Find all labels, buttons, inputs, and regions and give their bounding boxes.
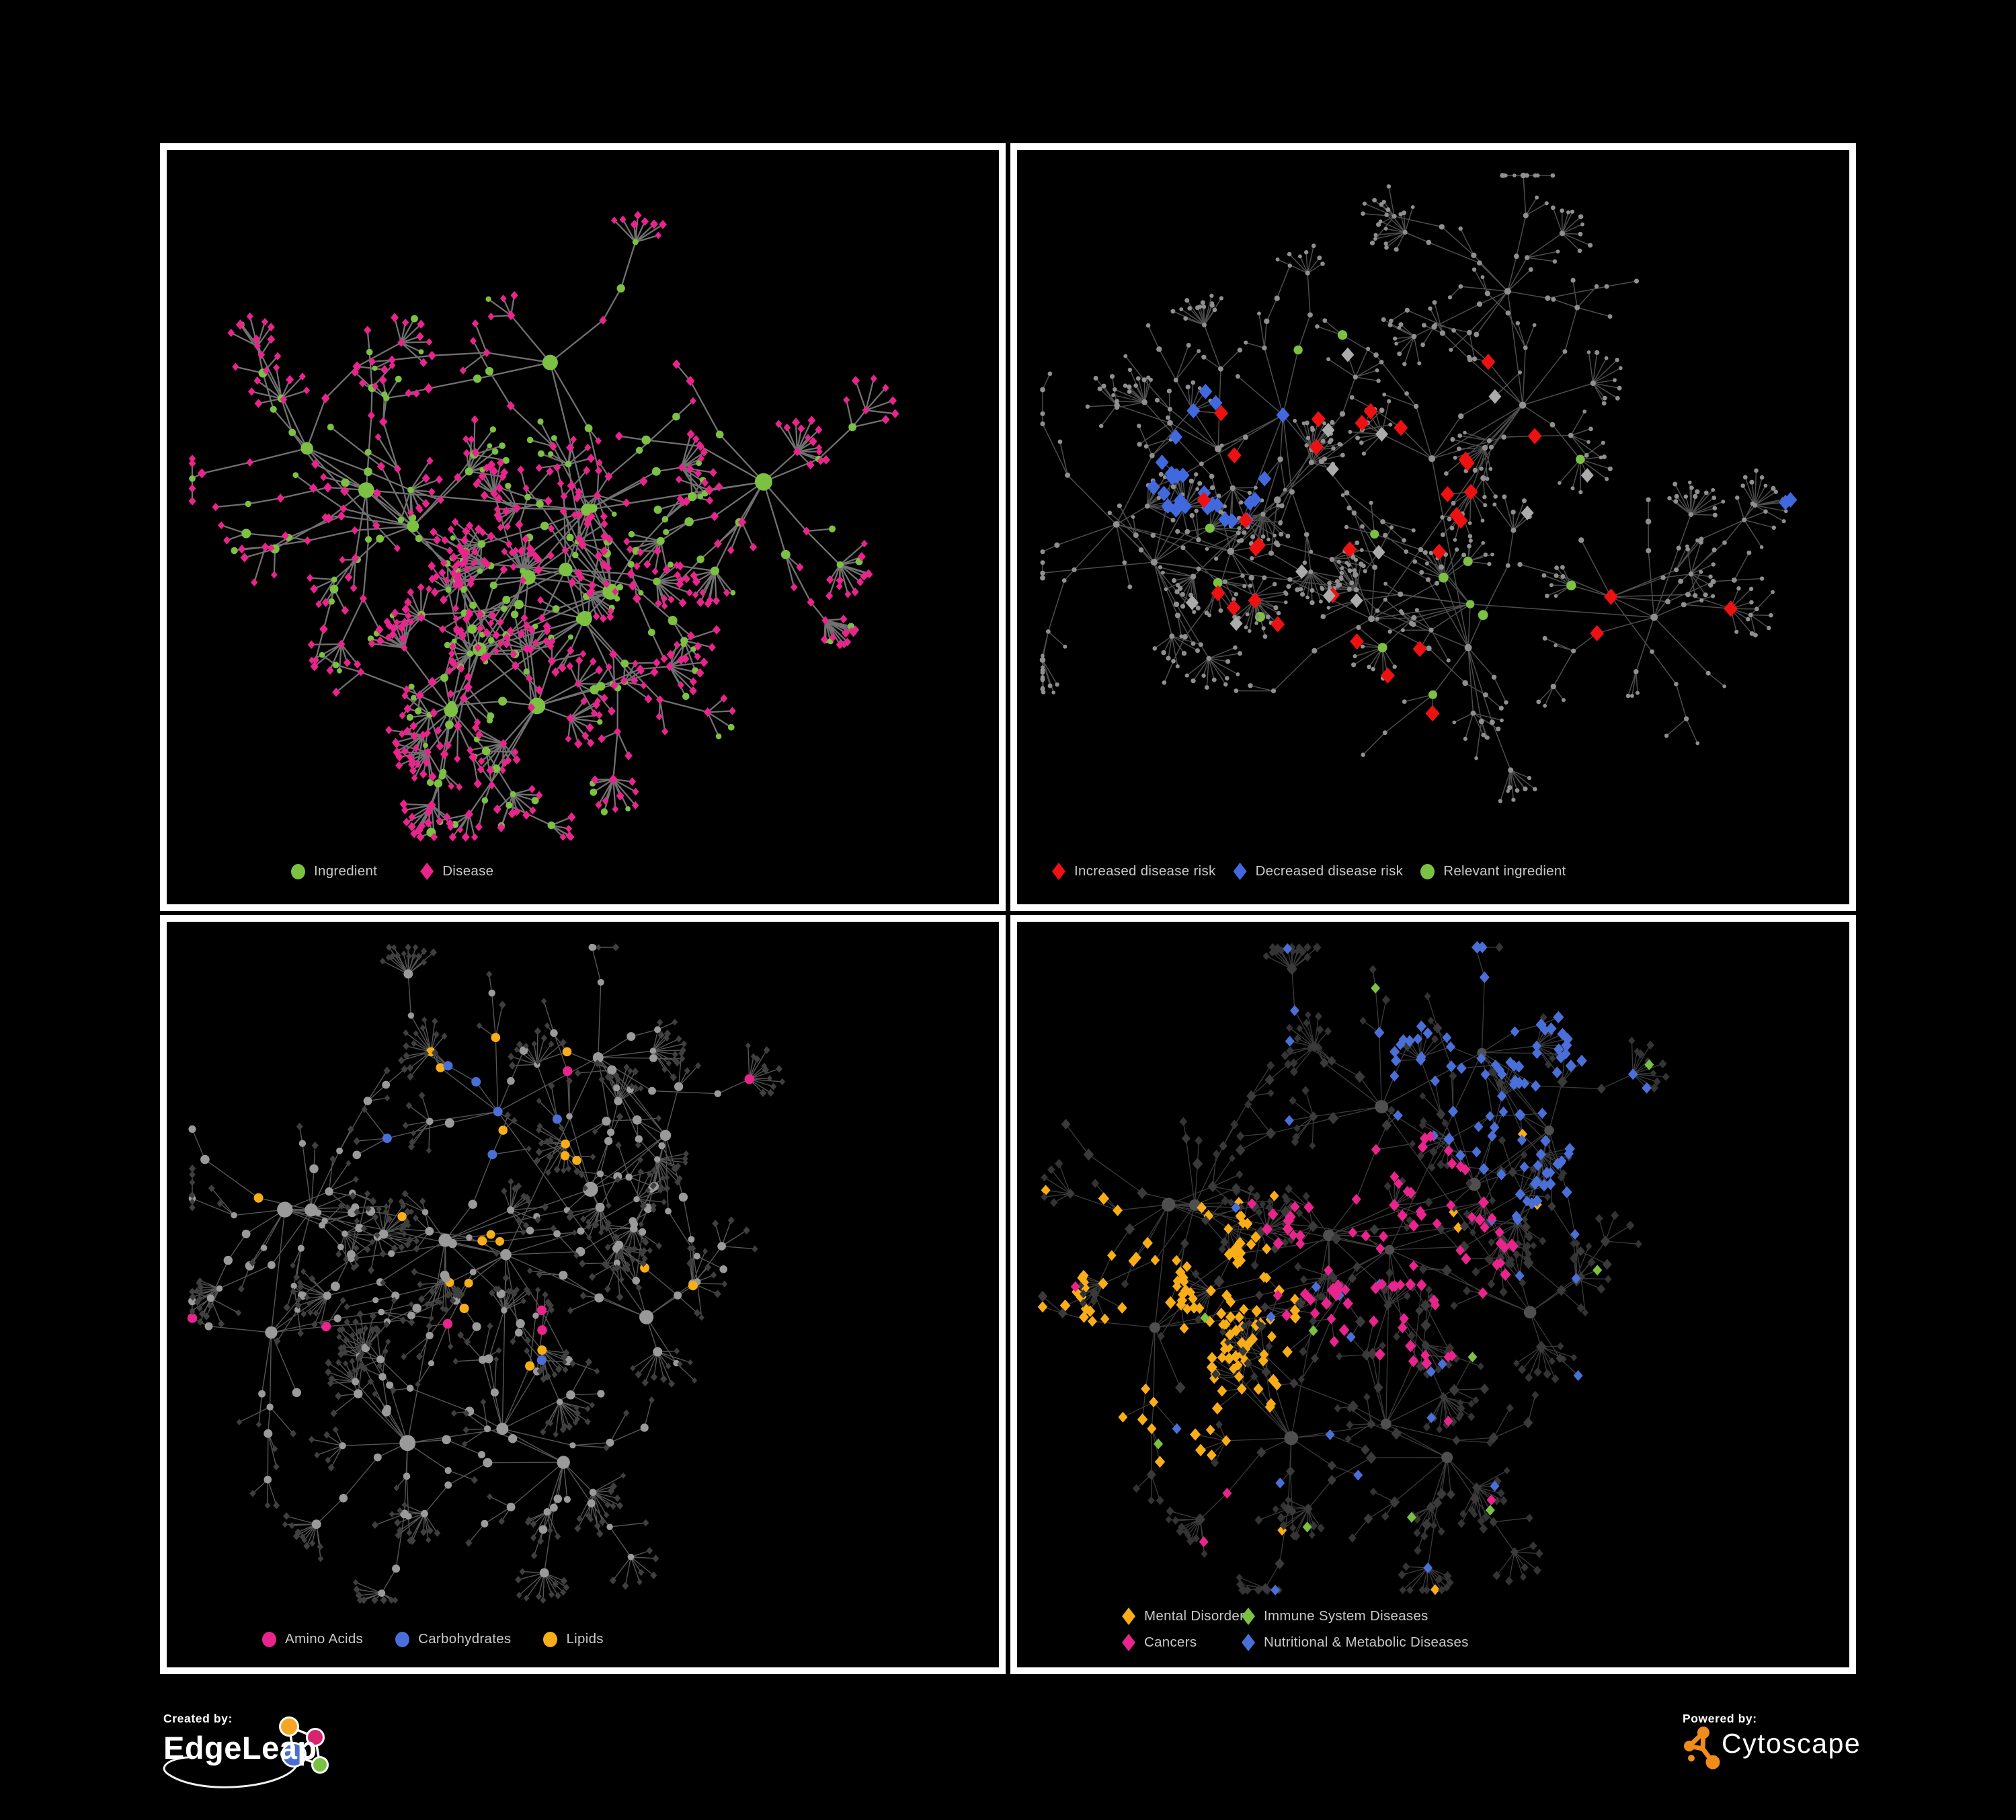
legend-item-lipids: Lipids <box>543 1631 604 1647</box>
panel-compound-classes: Amino Acids Carbohydrates Lipids <box>160 915 1006 1674</box>
diamond-marker-icon <box>1052 863 1065 880</box>
edgeleap-logo-icon <box>163 1716 329 1788</box>
legend-disease-classes: Mental Disorders Immune System Diseases Ca… <box>1122 1608 1469 1651</box>
legend-item-increased-disease-risk: Increased disease risk <box>1052 863 1216 880</box>
legend-label: Lipids <box>566 1631 604 1647</box>
panel-ingredient-disease: Ingredient Disease <box>160 143 1006 911</box>
powered-by-label: Powered by: <box>1683 1712 1757 1725</box>
panel-disease-risk: Increased disease risk Decreased disease … <box>1010 143 1856 911</box>
legend-item-disease: Disease <box>420 863 493 880</box>
legend-label: Ingredient <box>314 863 378 879</box>
legend-label: Cancers <box>1144 1634 1197 1650</box>
legend-item-relevant-ingredient: Relevant ingredient <box>1420 863 1566 879</box>
diamond-nodes <box>1186 347 1594 631</box>
legend-compound-classes: Amino Acids Carbohydrates Lipids <box>262 1631 604 1647</box>
edgeleap-branding: Created by: EdgeLeap <box>163 1712 385 1813</box>
compound-classes-network-graph <box>187 943 786 1605</box>
diamond-marker-icon <box>1122 1634 1135 1651</box>
panel-disease-classes: Mental Disorders Immune System Diseases Ca… <box>1010 915 1856 1674</box>
cytoscape-branding: Powered by: Cytoscape <box>1683 1712 1904 1786</box>
cytoscape-logo-icon <box>1684 1727 1720 1770</box>
legend-label: Increased disease risk <box>1074 863 1216 879</box>
circle-marker-icon <box>291 863 305 879</box>
legend-item-immune-system-diseases: Immune System Diseases <box>1242 1608 1469 1625</box>
legend-label: Nutritional & Metabolic Diseases <box>1264 1634 1469 1650</box>
legend-item-carbohydrates: Carbohydrates <box>395 1631 511 1647</box>
diamond-marker-icon <box>1122 1608 1135 1625</box>
legend-ingredient-disease: Ingredient Disease <box>291 863 493 880</box>
circle-marker-icon <box>543 1631 558 1647</box>
circle-marker-icon <box>1420 863 1435 879</box>
legend-disease-risk: Increased disease risk Decreased disease … <box>1052 863 1566 880</box>
network-edges <box>192 947 782 1601</box>
disease-risk-network-graph <box>1039 172 1798 803</box>
legend-item-mental-disorders: Mental Disorders <box>1122 1608 1251 1625</box>
legend-label: Disease <box>442 863 494 879</box>
ingredient-disease-network-graph <box>188 210 899 842</box>
legend-item-decreased-disease-risk: Decreased disease risk <box>1233 863 1404 880</box>
disease-classes-network-graph <box>1037 941 1670 1595</box>
cytoscape-wordmark: Cytoscape <box>1722 1728 1861 1759</box>
circle-marker-icon <box>262 1631 276 1647</box>
diamond-marker-icon <box>1242 1634 1255 1651</box>
legend-label: Carbohydrates <box>418 1631 512 1647</box>
diamond-nodes <box>1037 942 1612 1593</box>
legend-label: Immune System Diseases <box>1264 1608 1428 1624</box>
diamond-nodes <box>1197 354 1738 722</box>
legend-label: Decreased disease risk <box>1255 863 1404 879</box>
created-by-label: Created by: <box>163 1712 233 1725</box>
legend-item-nutritional-metabolic-diseases: Nutritional & Metabolic Diseases <box>1242 1634 1469 1651</box>
diamond-marker-icon <box>1242 1608 1255 1625</box>
legend-item-amino-acids: Amino Acids <box>262 1631 363 1647</box>
legend-label: Amino Acids <box>285 1631 364 1647</box>
legend-label: Relevant ingredient <box>1443 863 1566 879</box>
legend-label: Mental Disorders <box>1144 1608 1252 1624</box>
circle-marker-icon <box>395 1631 410 1647</box>
edgeleap-wordmark: EdgeLeap <box>163 1730 317 1766</box>
diamond-marker-icon <box>420 863 434 880</box>
legend-item-ingredient: Ingredient <box>291 863 377 879</box>
diamond-marker-icon <box>1233 863 1247 880</box>
legend-item-cancers: Cancers <box>1122 1634 1242 1651</box>
network-edges <box>1042 175 1791 801</box>
